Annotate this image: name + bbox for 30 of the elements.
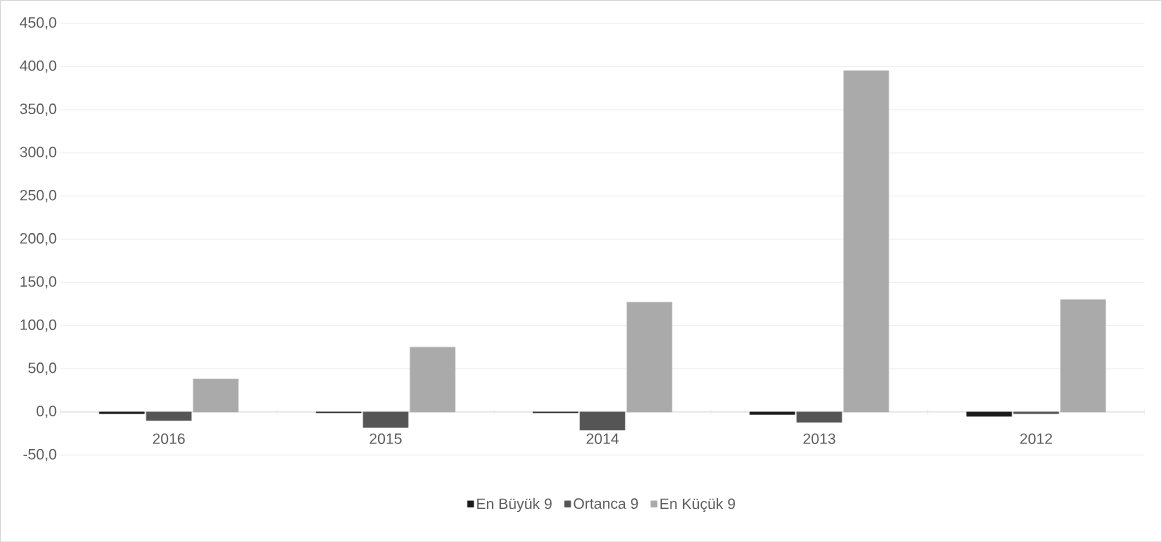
bar xyxy=(146,411,192,421)
y-tick-label: -50,0 xyxy=(23,448,57,462)
x-tick-label: 2013 xyxy=(803,433,836,444)
bar xyxy=(796,411,843,423)
x-tick-label: 2016 xyxy=(152,433,185,444)
y-tick-label: 50,0 xyxy=(28,362,57,375)
legend-label: En Büyük 9 xyxy=(477,497,552,512)
bar xyxy=(843,70,890,412)
bar xyxy=(1060,299,1106,412)
bar xyxy=(193,378,239,412)
y-tick-label: 350,0 xyxy=(20,103,57,116)
y-tick-label: 150,0 xyxy=(20,276,57,289)
bar xyxy=(626,301,673,412)
bar xyxy=(579,411,626,431)
y-tick-label: 300,0 xyxy=(20,146,57,159)
y-tick-label: 250,0 xyxy=(20,189,57,203)
y-tick-label: 400,0 xyxy=(19,60,57,73)
bar xyxy=(362,411,409,428)
y-tick-label: 450,0 xyxy=(19,17,57,30)
x-tick-label: 2012 xyxy=(1020,433,1053,444)
x-tick-label: 2014 xyxy=(586,433,619,444)
legend-label: En Küçük 9 xyxy=(660,497,735,512)
bar xyxy=(966,411,1012,417)
y-tick-label: 0,0 xyxy=(36,405,57,418)
legend-label: Ortanca 9 xyxy=(573,498,638,509)
bar xyxy=(749,411,796,415)
y-tick-label: 200,0 xyxy=(20,232,57,246)
x-tick-label: 2015 xyxy=(369,433,402,444)
y-tick-label: 100,0 xyxy=(20,319,57,332)
bar xyxy=(409,346,456,412)
